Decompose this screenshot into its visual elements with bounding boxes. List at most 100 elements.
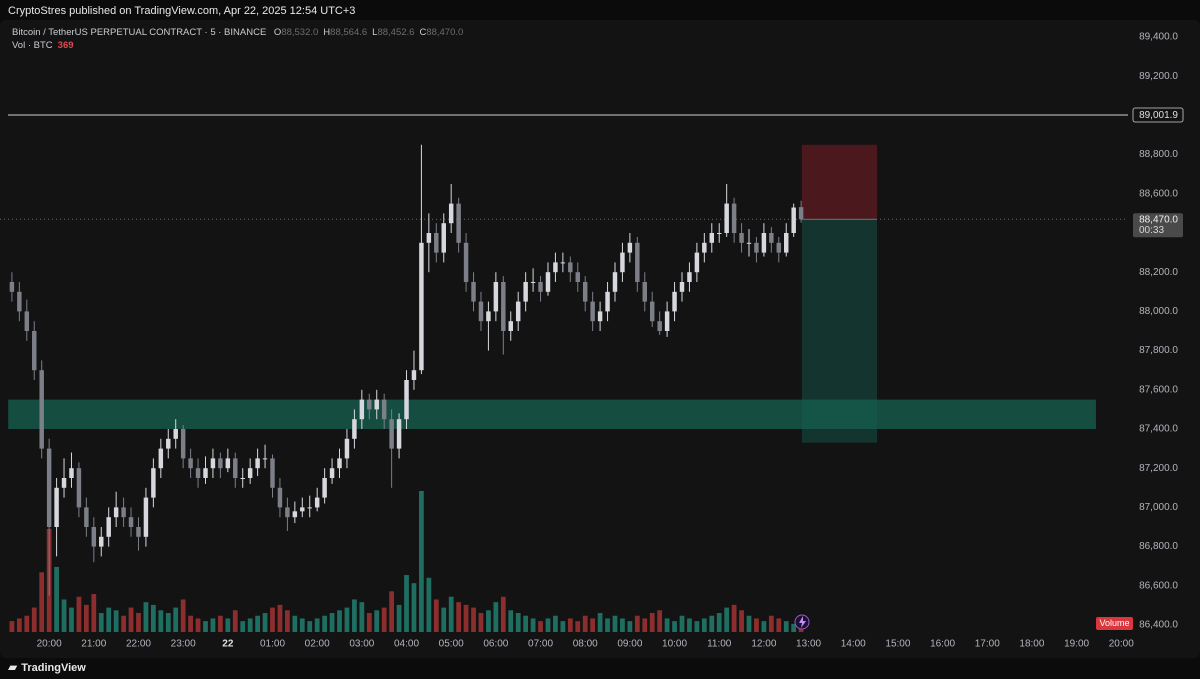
candle-body (352, 419, 357, 439)
candle-body (300, 507, 305, 512)
volume-bar (396, 604, 402, 632)
volume-bar (754, 618, 759, 632)
candle-body (746, 242, 752, 244)
volume-bar (471, 607, 476, 632)
ohlc-value: 88,470.0 (426, 27, 464, 38)
volume-bar (508, 610, 514, 632)
candle-body (128, 517, 134, 527)
logo-mark: ▰ (8, 660, 18, 674)
symbol-title: Bitcoin / TetherUS PERPETUAL CONTRACT · … (12, 27, 267, 38)
candle-body (523, 282, 528, 302)
volume-bar (31, 607, 37, 632)
candle-body (99, 536, 104, 547)
candle-body (381, 399, 387, 420)
support-zone (8, 399, 1096, 429)
volume-bar (158, 610, 164, 632)
y-tick-label: 88,600.0 (1139, 188, 1178, 199)
candle-body (426, 233, 432, 243)
volume-bar (292, 615, 298, 632)
x-tick-label: 11:00 (707, 639, 732, 650)
candle-body (664, 311, 670, 331)
volume-bar (582, 615, 588, 632)
symbol-legend: Bitcoin / TetherUS PERPETUAL CONTRACT · … (12, 27, 463, 38)
x-tick-label: 22 (222, 639, 234, 650)
volume-bar (463, 604, 469, 632)
candle-body (188, 458, 193, 469)
volume-bar (694, 621, 700, 632)
volume-bar (61, 599, 67, 632)
candle-body (262, 458, 268, 460)
x-tick-label: 03:00 (349, 639, 374, 650)
candle-body (233, 458, 238, 478)
x-tick-label: 14:00 (841, 639, 866, 650)
volume-bar (232, 610, 238, 632)
candle-body (448, 203, 454, 224)
volume-bar (128, 607, 134, 632)
volume-bar (530, 618, 536, 632)
candle-body (307, 507, 312, 509)
volume-bar (113, 610, 119, 632)
candle-body (396, 419, 402, 449)
ohlc-key: L (372, 27, 378, 38)
candle-body (538, 282, 543, 292)
volume-bar (203, 621, 208, 632)
last-price-tag (1133, 213, 1183, 238)
candle-body (501, 282, 506, 331)
volume-bar (54, 566, 59, 632)
candle-body (463, 242, 469, 282)
candle-body (76, 468, 82, 508)
volume-bar (240, 621, 246, 632)
volume-bar (165, 613, 171, 632)
volume-bar (768, 615, 774, 632)
volume-bar (791, 623, 797, 632)
volume-bar (783, 621, 789, 632)
candle-body (166, 438, 171, 449)
candle-body (769, 233, 774, 243)
volume-bar (307, 621, 313, 632)
y-tick-label: 89,400.0 (1139, 32, 1178, 43)
volume-bar (590, 618, 596, 632)
candle-body (493, 282, 499, 312)
volume-bar (761, 621, 767, 632)
volume-bar (456, 602, 462, 632)
volume-bar (225, 618, 231, 632)
x-tick-label: 09:00 (617, 639, 642, 650)
volume-bar (210, 618, 216, 632)
ohlc-key: H (323, 27, 331, 38)
volume-bar (247, 618, 253, 632)
volume-bar (195, 618, 201, 632)
lightning (799, 616, 806, 628)
ohlc-value: 88,452.6 (377, 27, 415, 38)
volume-bar (687, 618, 692, 632)
volume-bar (76, 596, 82, 632)
volume-bar (523, 615, 529, 632)
ohlc-key: O (273, 27, 282, 38)
volume-bar (612, 615, 618, 632)
candle-body (203, 468, 208, 478)
volume-bar (173, 607, 179, 632)
candle-body (374, 399, 379, 410)
volume-bar (218, 615, 223, 632)
x-tick-label: 22:00 (126, 639, 151, 650)
candle-body (151, 468, 156, 498)
x-tick-label: 08:00 (573, 639, 598, 650)
candle-body (754, 242, 759, 253)
candle-body (642, 282, 648, 302)
candle-body (121, 507, 126, 518)
candle-body (24, 311, 30, 331)
volume-bar (575, 621, 581, 632)
candle-body (672, 291, 677, 312)
candle-body (218, 458, 223, 469)
candle-body (32, 331, 37, 371)
candle-body (329, 468, 335, 478)
candle-body (553, 262, 558, 273)
volume-bar (515, 613, 521, 632)
volume-bar (277, 604, 283, 632)
ohlc-key: C (419, 27, 427, 38)
volume-bar (180, 599, 186, 632)
y-tick-label: 86,400.0 (1139, 620, 1178, 631)
candle-body (17, 291, 22, 312)
x-tick-label: 12:00 (751, 639, 776, 650)
